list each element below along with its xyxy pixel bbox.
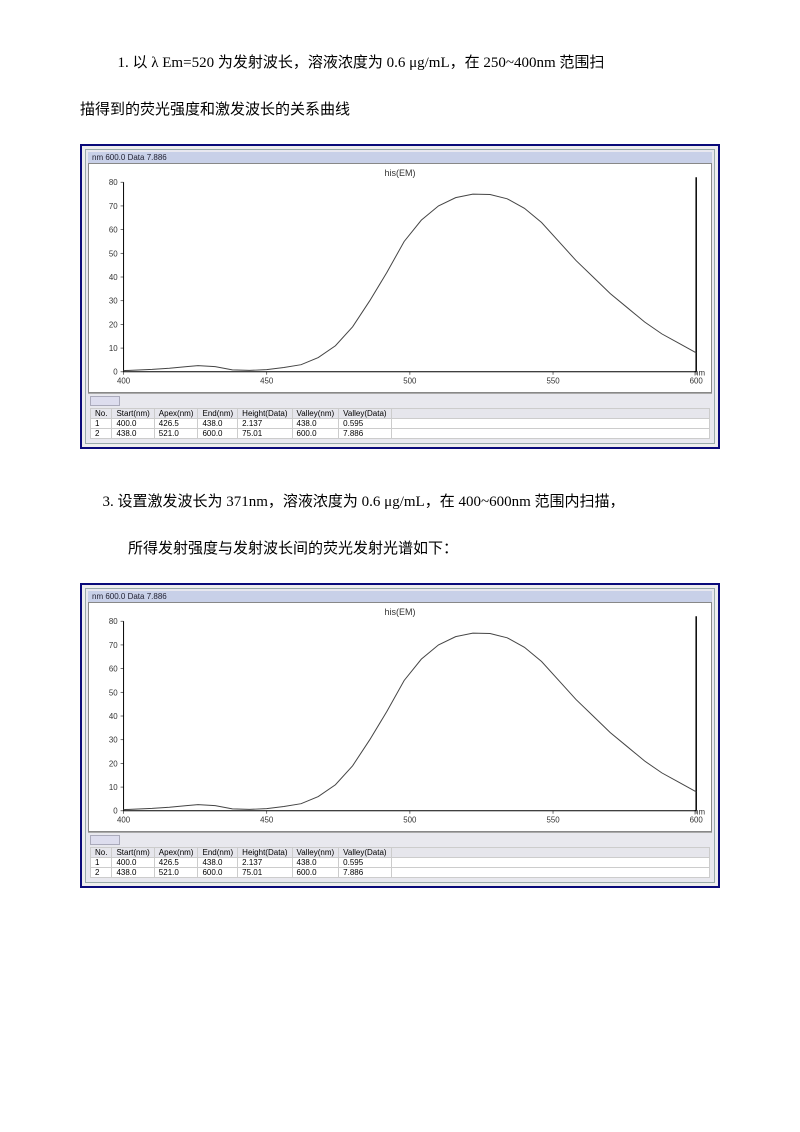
chart-1-header-strip: nm 600.0 Data 7.886 [88, 152, 712, 163]
paragraph-1-line-2: 描得到的荧光强度和激发波长的关系曲线 [80, 97, 720, 124]
svg-text:70: 70 [109, 202, 118, 211]
svg-text:10: 10 [109, 783, 118, 792]
table-header: Start(nm) [112, 848, 154, 858]
svg-text:10: 10 [109, 344, 118, 353]
svg-text:450: 450 [260, 377, 274, 386]
svg-text:450: 450 [260, 816, 274, 825]
chart-2-data-table: No.Start(nm)Apex(nm)End(nm)Height(Data)V… [90, 847, 710, 878]
chart-1-inner: nm 600.0 Data 7.886 his(EM) 010203040506… [85, 149, 715, 444]
svg-text:80: 80 [109, 617, 118, 626]
paragraph-1-line-1: 1. 以 λ Em=520 为发射波长，溶液浓度为 0.6 μg/mL，在 25… [80, 50, 720, 77]
svg-text:400: 400 [117, 377, 131, 386]
svg-text:50: 50 [109, 249, 118, 258]
table-header: End(nm) [198, 848, 238, 858]
chart-2-plot-area: his(EM) 01020304050607080400450500550600… [88, 602, 712, 832]
chart-2-inner: nm 600.0 Data 7.886 his(EM) 010203040506… [85, 588, 715, 883]
svg-text:600: 600 [690, 816, 704, 825]
svg-text:30: 30 [109, 736, 118, 745]
svg-text:20: 20 [109, 320, 118, 329]
chart-2-tab-stub [90, 835, 120, 845]
svg-text:40: 40 [109, 712, 118, 721]
svg-text:550: 550 [546, 377, 560, 386]
document-page: 1. 以 λ Em=520 为发射波长，溶液浓度为 0.6 μg/mL，在 25… [0, 0, 800, 968]
svg-text:400: 400 [117, 816, 131, 825]
table-header: No. [91, 409, 112, 419]
table-header: No. [91, 848, 112, 858]
svg-text:600: 600 [690, 377, 704, 386]
table-row: 1400.0426.5438.02.137438.00.595 [91, 858, 710, 868]
svg-text:40: 40 [109, 273, 118, 282]
paragraph-2-line-2: 所得发射强度与发射波长间的荧光发射光谱如下： [80, 536, 720, 563]
chart-1-svg: 01020304050607080400450500550600nm [89, 164, 711, 392]
svg-text:550: 550 [546, 816, 560, 825]
chart-2-header-strip: nm 600.0 Data 7.886 [88, 591, 712, 602]
chart-2-footer: No.Start(nm)Apex(nm)End(nm)Height(Data)V… [88, 832, 712, 880]
table-header: Valley(nm) [292, 848, 339, 858]
svg-text:0: 0 [113, 807, 118, 816]
svg-text:80: 80 [109, 178, 118, 187]
svg-text:0: 0 [113, 368, 118, 377]
svg-text:500: 500 [403, 377, 417, 386]
table-header: Valley(Data) [339, 409, 391, 419]
table-header: Valley(nm) [292, 409, 339, 419]
chart-1-tab-stub [90, 396, 120, 406]
table-row: 2438.0521.0600.075.01600.07.886 [91, 429, 710, 439]
chart-2-svg: 01020304050607080400450500550600nm [89, 603, 711, 831]
chart-1-data-table: No.Start(nm)Apex(nm)End(nm)Height(Data)V… [90, 408, 710, 439]
svg-text:30: 30 [109, 297, 118, 306]
table-header: End(nm) [198, 409, 238, 419]
paragraph-2-line-1: 3. 设置激发波长为 371nm，溶液浓度为 0.6 μg/mL，在 400~6… [80, 489, 720, 516]
chart-1-plot-area: his(EM) 01020304050607080400450500550600… [88, 163, 712, 393]
table-header: Start(nm) [112, 409, 154, 419]
table-row: 2438.0521.0600.075.01600.07.886 [91, 868, 710, 878]
svg-text:20: 20 [109, 759, 118, 768]
svg-text:500: 500 [403, 816, 417, 825]
table-header: Apex(nm) [154, 409, 198, 419]
svg-text:60: 60 [109, 226, 118, 235]
chart-1-frame: nm 600.0 Data 7.886 his(EM) 010203040506… [80, 144, 720, 449]
table-header: Height(Data) [238, 848, 292, 858]
table-row: 1400.0426.5438.02.137438.00.595 [91, 419, 710, 429]
table-header: Height(Data) [238, 409, 292, 419]
chart-2-frame: nm 600.0 Data 7.886 his(EM) 010203040506… [80, 583, 720, 888]
table-header: Valley(Data) [339, 848, 391, 858]
table-header: Apex(nm) [154, 848, 198, 858]
svg-text:50: 50 [109, 688, 118, 697]
svg-text:60: 60 [109, 665, 118, 674]
svg-text:70: 70 [109, 641, 118, 650]
chart-1-footer: No.Start(nm)Apex(nm)End(nm)Height(Data)V… [88, 393, 712, 441]
